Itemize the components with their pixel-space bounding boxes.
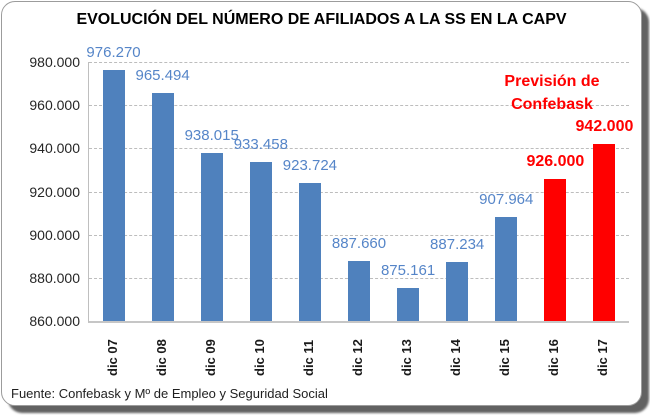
x-axis-label-dic-15: dic 15 [479,324,531,376]
y-axis-tick-960.000: 960.000 [29,97,80,114]
bar-dic-12 [348,261,370,321]
x-axis-label-dic-11: dic 11 [283,324,335,376]
bar-value-label-dic-14: 887.234 [430,236,485,254]
bar-value-label-dic-12: 887.660 [331,235,387,253]
x-axis-label-text-dic-15: dic 15 [497,339,513,376]
x-axis-label-text-dic-09: dic 09 [202,339,218,376]
x-axis-label-text-dic-11: dic 11 [300,339,316,376]
x-axis-label-text-dic-14: dic 14 [448,339,464,376]
bar-value-label-dic-10: 933.458 [233,136,288,154]
y-axis-tick-880.000: 880.000 [29,269,80,286]
gridline-980.000 [89,62,629,63]
x-axis-label-text-dic-08: dic 08 [153,339,169,376]
bar-dic-10 [249,162,272,321]
bar-value-label-dic-16: 926.000 [526,152,585,170]
y-axis-tick-940.000: 940.000 [29,140,80,157]
x-axis-label-dic-14: dic 14 [430,324,482,376]
x-axis-label-dic-13: dic 13 [381,324,433,376]
bar-value-label-dic-17: 942.000 [575,118,634,136]
bar-value-label-dic-07: 976.270 [86,44,141,62]
bar-value-label-dic-09: 938.015 [184,126,239,144]
bar-dic-11 [298,183,321,321]
x-axis-label-text-dic-16: dic 16 [546,339,562,376]
bar-dic-15 [495,217,518,321]
plot-area: 976.270 965.494 938.015 933.458 923.724 887.6… [86,45,633,323]
chart-title: EVOLUCIÓN DEL NÚMERO DE AFILIADOS A LA S… [76,11,567,28]
bar-dic-17 [593,144,616,321]
x-axis-label-dic-09: dic 09 [185,324,237,376]
forecast-annotation-line2: Confebask [511,96,593,113]
forecast-annotation: Previsión de Confebask [475,70,629,116]
forecast-annotation-line1: Previsión de [504,73,600,90]
x-axis-label-text-dic-10: dic 10 [251,339,267,376]
bar-value-label-dic-08: 965.494 [135,67,190,85]
source-note: Fuente: Confebask y Mº de Empleo y Segur… [11,386,328,401]
chart-frame: EVOLUCIÓN DEL NÚMERO DE AFILIADOS A LA S… [1,1,642,406]
gridline-960.000 [89,105,629,107]
x-axis-label-dic-12: dic 12 [332,324,384,376]
bar-value-label-dic-11: 923.724 [282,157,338,175]
x-axis-label-dic-17: dic 17 [577,324,629,376]
bar-dic-16 [544,178,567,321]
bar-dic-09 [200,152,223,321]
y-axis-tick-980.000: 980.000 [29,54,80,70]
x-axis-label-dic-16: dic 16 [528,324,580,376]
bar-dic-07 [102,70,125,321]
y-axis-tick-860.000: 860.000 [29,313,80,329]
bar-value-label-dic-13: 875.161 [380,262,436,280]
x-axis-label-dic-07: dic 07 [87,324,139,376]
bar-dic-14 [446,262,469,321]
bar-dic-13 [397,288,420,321]
bar-value-label-dic-15: 907.964 [479,191,534,209]
gridline-920.000 [89,191,629,193]
y-axis-tick-920.000: 920.000 [29,183,80,200]
x-axis-label-text-dic-13: dic 13 [399,339,415,376]
y-axis-tick-900.000: 900.000 [29,226,80,243]
x-axis-label-dic-10: dic 10 [234,324,286,376]
gridline-940.000 [89,148,629,150]
x-axis-label-text-dic-17: dic 17 [595,339,611,376]
x-axis-label-text-dic-07: dic 07 [104,339,120,376]
x-axis-label-dic-08: dic 08 [136,324,188,376]
bar-dic-08 [151,93,174,321]
x-axis-label-text-dic-12: dic 12 [350,339,365,376]
gridline-900.000 [89,234,629,236]
